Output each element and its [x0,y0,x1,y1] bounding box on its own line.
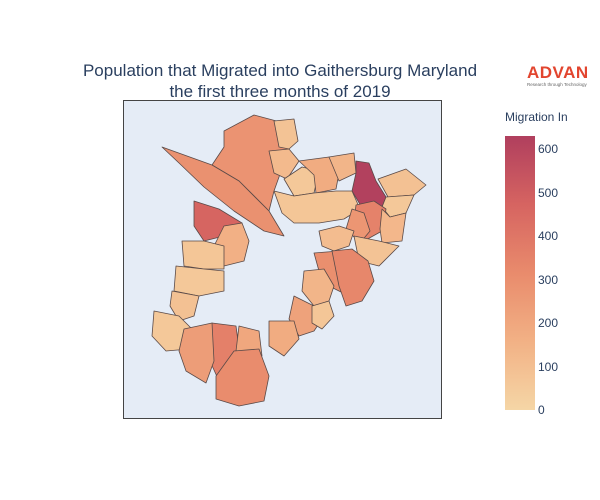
colorbar-tick-label: 500 [538,185,559,200]
chart-title: Population that Migrated into Gaithersbu… [30,60,530,102]
map-region-r18[interactable] [173,265,225,297]
logo-wordmark: ADVAN [527,63,589,82]
map-region-r29[interactable] [178,322,215,384]
chart-title-line-1: Population that Migrated into Gaithersbu… [82,61,478,80]
choropleth-map[interactable] [124,101,441,418]
map-region-r24[interactable] [169,290,200,322]
map-region-r2[interactable] [161,146,285,237]
map-region-r14[interactable] [379,208,407,244]
map-region-r26[interactable] [268,320,300,357]
map-region-r22[interactable] [331,248,375,307]
map-region-r10[interactable] [273,190,361,224]
map-region-r31[interactable] [215,348,270,407]
colorbar [505,136,535,410]
colorbar-tick-label: 600 [538,142,559,157]
advan-logo: ADVAN Research through Technology [527,64,597,88]
map-region-r17[interactable] [181,240,225,270]
colorbar-tick-label: 300 [538,272,559,287]
map-area[interactable] [123,100,442,419]
map-region-r9[interactable] [377,168,427,198]
colorbar-tick-label: 200 [538,316,559,331]
chart-title-line-2: the first three months of 2019 [169,82,391,101]
map-region-r19[interactable] [318,225,355,252]
map-region-r4[interactable] [268,148,300,180]
colorbar-title: Migration In [505,110,568,124]
map-region-r32[interactable] [311,300,335,330]
colorbar-tick-label: 400 [538,229,559,244]
colorbar-tick-label: 100 [538,359,559,374]
map-region-r1[interactable] [211,114,290,212]
colorbar-tick-label: 0 [538,403,545,417]
logo-tagline: Research through Technology [527,82,587,87]
map-region-r3[interactable] [273,118,299,150]
